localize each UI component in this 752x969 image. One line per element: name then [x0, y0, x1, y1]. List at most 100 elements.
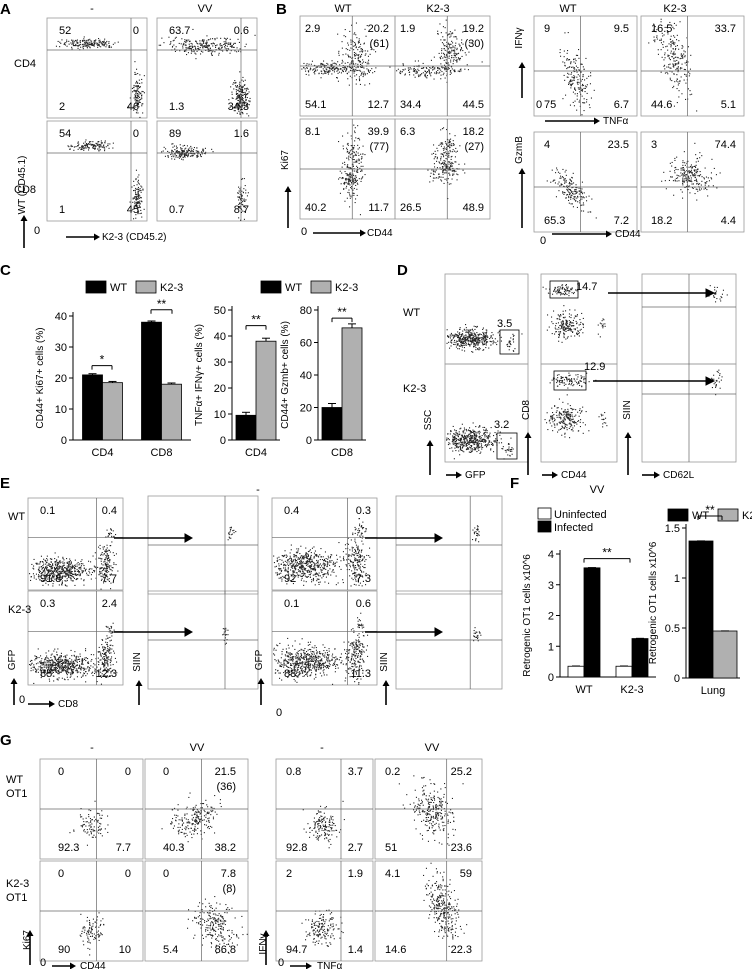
event-dot	[568, 383, 570, 385]
event-dot	[78, 567, 80, 569]
event-dot	[91, 42, 93, 44]
event-dot	[199, 43, 201, 45]
event-dot	[556, 293, 558, 295]
event-dot	[364, 84, 366, 86]
event-dot	[468, 340, 470, 342]
event-dot	[88, 44, 90, 46]
event-dot	[583, 379, 585, 381]
event-dot	[574, 62, 576, 64]
event-dot	[711, 378, 713, 380]
event-dot	[201, 151, 203, 153]
event-dot	[705, 176, 707, 178]
event-dot	[416, 71, 418, 73]
event-dot	[466, 435, 468, 437]
event-dot	[322, 68, 324, 70]
event-dot	[349, 194, 351, 196]
event-dot	[582, 66, 584, 68]
event-dot	[191, 47, 193, 49]
event-dot	[504, 449, 506, 451]
event-dot	[478, 339, 480, 341]
event-dot	[446, 439, 448, 441]
event-dot	[581, 204, 583, 206]
event-dot	[550, 181, 552, 183]
event-dot	[136, 103, 138, 105]
event-dot	[72, 580, 74, 582]
event-dot	[314, 73, 316, 75]
event-dot	[581, 78, 583, 80]
event-dot	[453, 341, 455, 343]
event-dot	[135, 73, 137, 75]
event-dot	[353, 177, 355, 179]
event-dot	[553, 414, 555, 416]
event-dot	[555, 331, 557, 333]
event-dot	[442, 169, 444, 171]
event-dot	[86, 46, 88, 48]
event-dot	[483, 349, 485, 351]
event-dot	[498, 442, 500, 444]
event-dot	[230, 50, 232, 52]
event-dot	[432, 66, 434, 68]
event-dot	[563, 335, 565, 337]
event-dot	[699, 171, 701, 173]
event-dot	[564, 409, 566, 411]
event-dot	[687, 88, 689, 90]
event-dot	[186, 54, 188, 56]
event-dot	[568, 418, 570, 420]
event-dot	[551, 415, 553, 417]
event-dot	[245, 199, 247, 201]
event-dot	[459, 440, 461, 442]
event-dot	[96, 43, 98, 45]
event-dot	[500, 438, 502, 440]
event-dot	[242, 104, 244, 106]
event-dot	[87, 40, 89, 42]
event-dot	[69, 148, 71, 150]
event-dot	[68, 566, 70, 568]
event-dot	[348, 183, 350, 185]
event-dot	[721, 376, 723, 378]
event-dot	[653, 36, 655, 38]
event-dot	[327, 66, 329, 68]
event-dot	[348, 56, 350, 58]
event-dot	[92, 141, 94, 143]
event-dot	[240, 193, 242, 195]
event-dot	[470, 449, 472, 451]
event-dot	[665, 46, 667, 48]
event-dot	[358, 158, 360, 160]
event-dot	[569, 104, 571, 106]
event-dot	[344, 171, 346, 173]
event-dot	[473, 336, 475, 338]
event-dot	[305, 64, 307, 66]
event-dot	[696, 110, 698, 112]
event-dot	[481, 448, 483, 450]
event-dot	[432, 66, 434, 68]
event-dot	[137, 186, 139, 188]
event-dot	[45, 575, 47, 577]
event-dot	[237, 108, 239, 110]
event-dot	[462, 436, 464, 438]
event-dot	[218, 47, 220, 49]
event-dot	[55, 45, 57, 47]
event-dot	[206, 45, 208, 47]
event-dot	[668, 57, 670, 59]
event-dot	[137, 212, 139, 214]
event-dot	[40, 580, 42, 582]
event-dot	[461, 39, 463, 41]
event-dot	[670, 52, 672, 54]
event-dot	[567, 50, 569, 52]
event-dot	[570, 335, 572, 337]
event-dot	[225, 38, 227, 40]
event-dot	[444, 165, 446, 167]
event-dot	[580, 87, 582, 89]
event-dot	[238, 199, 240, 201]
event-dot	[52, 571, 54, 573]
event-dot	[465, 54, 467, 56]
event-dot	[450, 183, 452, 185]
event-dot	[506, 449, 508, 451]
event-dot	[485, 329, 487, 331]
event-dot	[454, 71, 456, 73]
event-dot	[469, 451, 471, 453]
event-dot	[564, 410, 566, 412]
event-dot	[580, 328, 582, 330]
event-dot	[674, 172, 676, 174]
event-dot	[576, 381, 578, 383]
